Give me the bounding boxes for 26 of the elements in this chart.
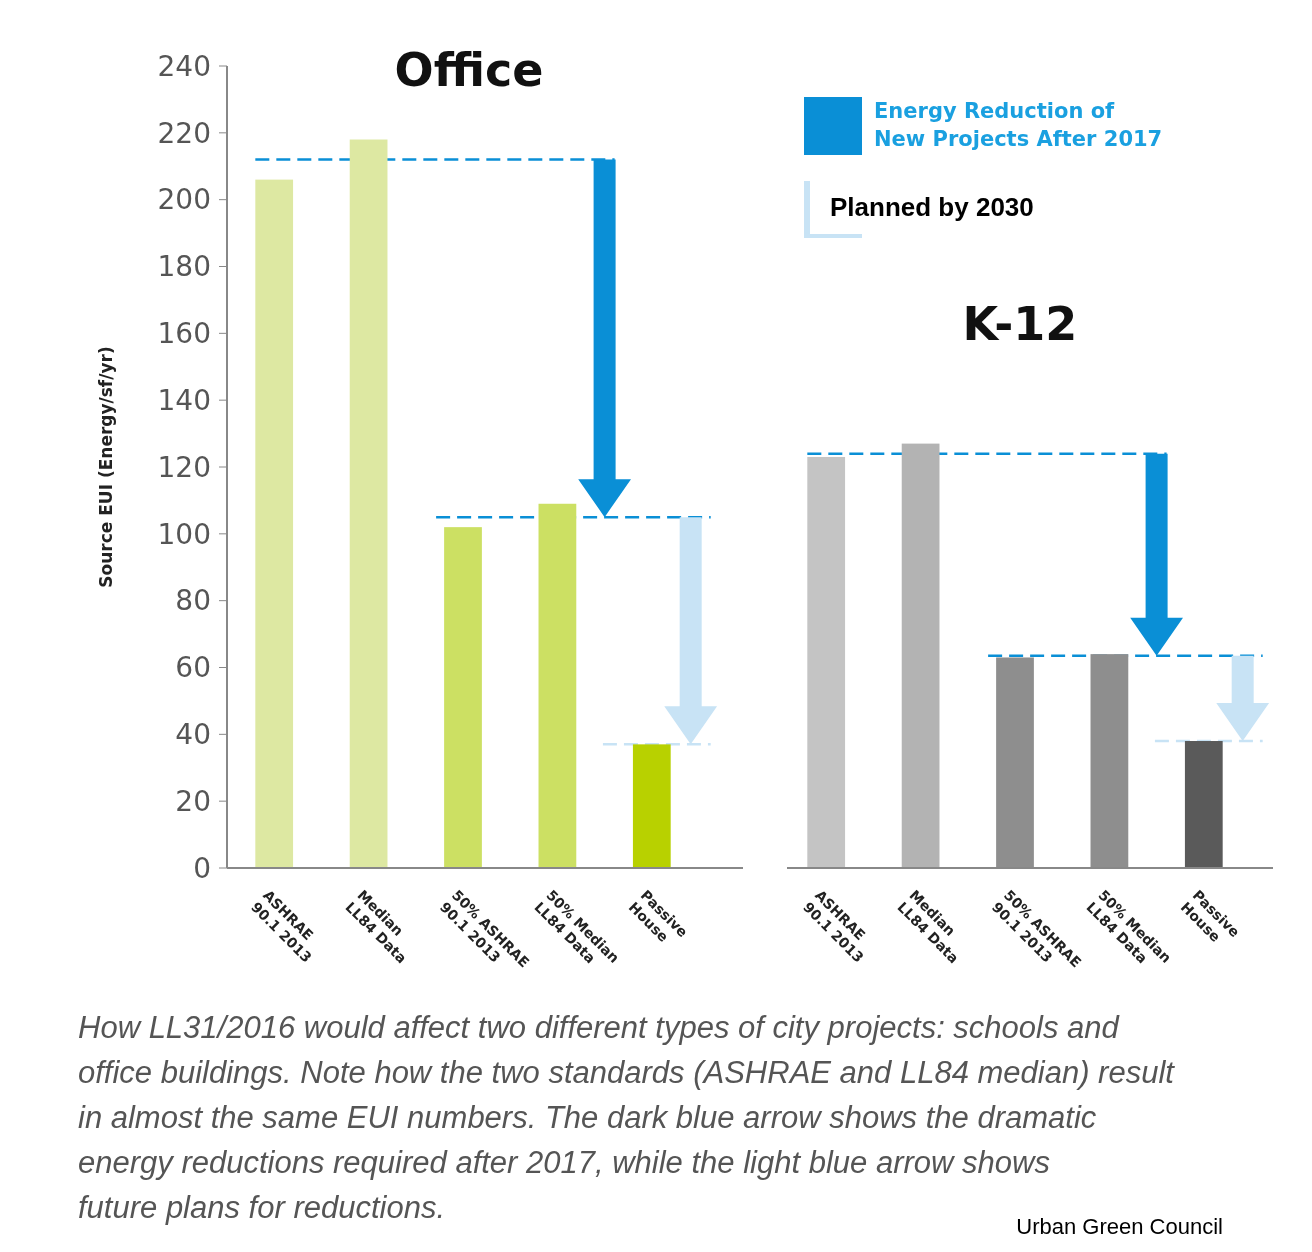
y-tick-label: 160 [157,317,211,351]
y-tick-label: 180 [157,250,211,284]
y-tick-label: 80 [175,584,211,618]
bar [1184,741,1223,868]
y-tick-label: 200 [157,183,211,217]
bar [901,443,940,868]
bar [255,179,294,868]
y-tick-label: 40 [175,718,211,752]
y-tick-label: 120 [157,450,211,484]
chart-title: Office [394,43,544,97]
y-axis-title: Source EUI (Energy/sf/yr) [96,346,116,588]
y-tick-label: 240 [157,49,211,83]
bar [807,456,846,868]
bar [349,139,388,868]
bar [632,744,671,868]
bar [538,503,577,868]
bar [444,527,482,868]
y-tick-label: 60 [175,651,211,685]
y-tick-label: 100 [157,517,211,551]
text: K-12 [962,297,1078,351]
y-tick-label: 0 [193,851,211,885]
annotation: Energy Reduction of New Projects After 2017 [874,99,1163,151]
y-tick-label: 20 [175,784,211,818]
y-tick-label: 220 [157,116,211,150]
y-tick-label: 140 [157,383,211,417]
annotation: Planned by 2030 [830,192,1034,222]
